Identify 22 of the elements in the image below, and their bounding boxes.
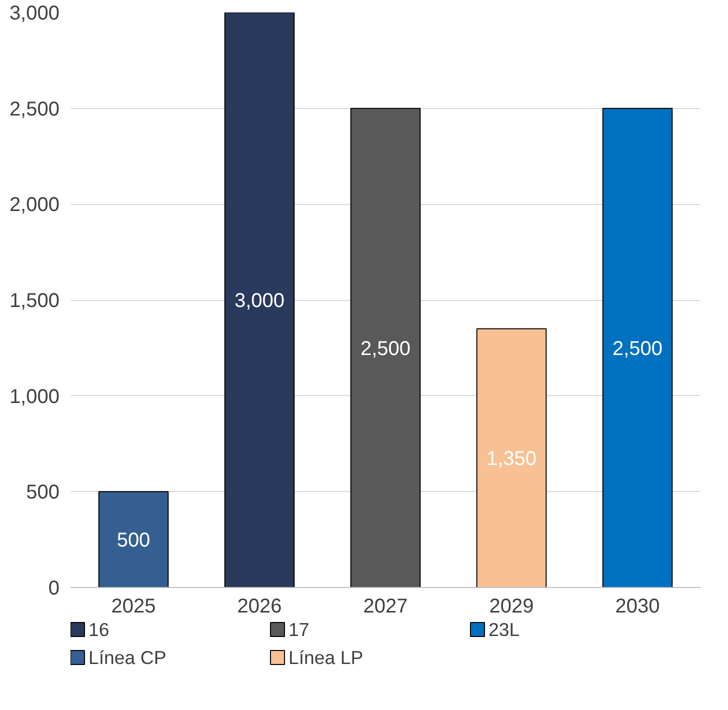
legend-label: 23L	[488, 619, 520, 640]
x-tick-label: 2027	[363, 596, 408, 618]
y-tick-label: 1,500	[9, 290, 60, 312]
x-tick-label: 2030	[615, 596, 660, 618]
x-tick-label: 2025	[111, 596, 156, 618]
y-tick-label: 500	[26, 482, 60, 504]
y-tick-label: 3,000	[9, 2, 60, 24]
x-tick-label: 2026	[237, 596, 282, 618]
y-tick-label: 0	[48, 578, 60, 600]
legend-label: Línea CP	[88, 647, 166, 668]
text: 500	[116, 530, 150, 552]
y-tick-label: 2,500	[9, 98, 60, 120]
text: 2,500	[612, 338, 663, 360]
y-tick-label: 2,000	[9, 194, 60, 216]
text: 2,500	[360, 338, 411, 360]
legend-label: 17	[288, 619, 310, 640]
legend-label: Línea LP	[288, 647, 364, 668]
legend-label: 16	[88, 619, 110, 640]
text: 3,000	[234, 290, 285, 312]
text: 1,350	[486, 448, 537, 470]
x-tick-label: 2029	[489, 596, 534, 618]
y-tick-label: 1,000	[9, 386, 60, 408]
